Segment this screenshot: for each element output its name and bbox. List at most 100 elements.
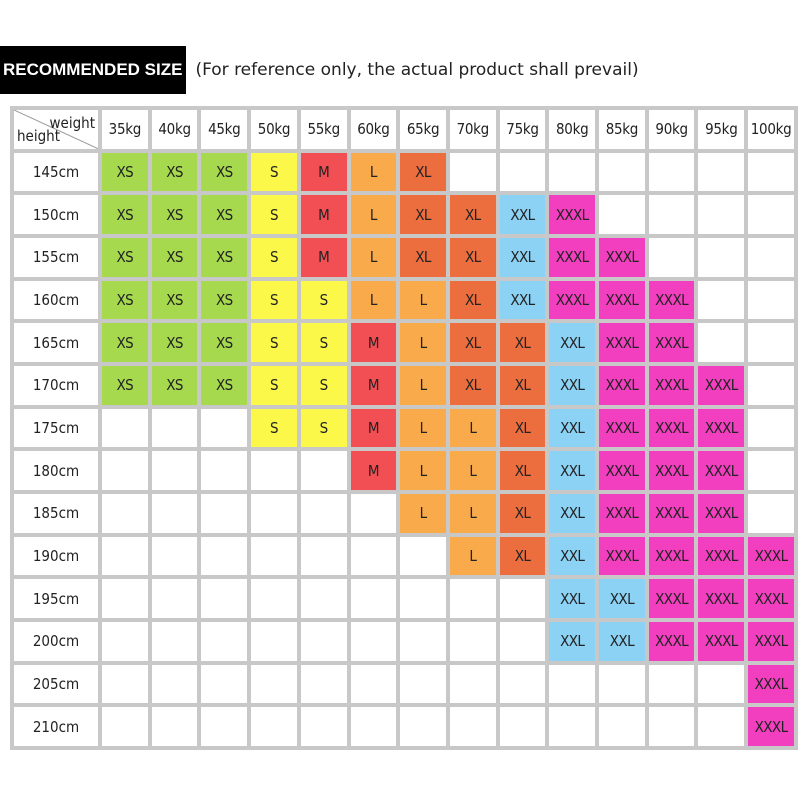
empty-cell: [350, 536, 397, 576]
empty-cell: [599, 707, 645, 746]
size-cell: XL: [449, 323, 496, 362]
weight-header-cell: 75kg: [499, 110, 546, 149]
title-bar: RECOMMENDED SIZE (For reference only, th…: [0, 46, 800, 94]
size-cell: XXXL: [748, 536, 794, 576]
table-row: 185cm L L XL XXL XXXL XXXL XXXL: [14, 493, 794, 533]
empty-cell: [698, 152, 745, 192]
size-chart-table: weight height 35kg 40kg 45kg 50kg 55kg 60kg 65kg…: [10, 106, 798, 750]
empty-cell: [648, 237, 695, 277]
size-cell: XS: [201, 237, 248, 277]
height-label-cell: 190cm: [14, 536, 98, 576]
size-cell: XXXL: [648, 579, 695, 618]
size-cell: XXXL: [549, 280, 596, 320]
empty-cell: [151, 408, 198, 448]
height-label-cell: 210cm: [14, 707, 98, 746]
size-cell: XXL: [499, 195, 546, 234]
height-label-cell: 145cm: [14, 152, 98, 192]
size-cell: L: [400, 451, 446, 490]
empty-cell: [549, 152, 596, 192]
size-cell: XXXL: [648, 365, 695, 405]
size-cell: S: [300, 365, 347, 405]
size-cell: M: [300, 237, 347, 277]
size-cell: XXL: [549, 621, 596, 661]
size-cell: XXXL: [698, 536, 745, 576]
size-cell: XXL: [499, 280, 546, 320]
empty-cell: [201, 579, 248, 618]
size-chart-body: weight height 35kg 40kg 45kg 50kg 55kg 60kg 65kg…: [14, 110, 794, 746]
empty-cell: [748, 451, 794, 490]
empty-cell: [748, 493, 794, 533]
empty-cell: [449, 621, 496, 661]
table-row: 180cm M L L XL XXL XXXL XXXL XXXL: [14, 451, 794, 490]
size-cell: XXXL: [549, 237, 596, 277]
size-cell: L: [449, 408, 496, 448]
empty-cell: [251, 707, 297, 746]
empty-cell: [499, 152, 546, 192]
empty-cell: [102, 579, 148, 618]
empty-cell: [698, 195, 745, 234]
reference-note: (For reference only, the actual product …: [195, 60, 639, 80]
empty-cell: [251, 579, 297, 618]
empty-cell: [151, 493, 198, 533]
empty-cell: [599, 664, 645, 704]
height-label-cell: 200cm: [14, 621, 98, 661]
size-cell: L: [449, 451, 496, 490]
size-cell: M: [350, 323, 397, 362]
size-cell: L: [350, 195, 397, 234]
size-cell: XS: [102, 237, 148, 277]
table-row: 160cm XS XS XS S S L L XL XXL XXXL XXXL XXXL: [14, 280, 794, 320]
size-cell: XS: [201, 323, 248, 362]
size-cell: XL: [449, 237, 496, 277]
table-row: 200cm XXL XXL XXXL XXXL XXXL: [14, 621, 794, 661]
size-cell: L: [400, 323, 446, 362]
table-row: 195cm XXL XXL XXXL XXXL XXXL: [14, 579, 794, 618]
empty-cell: [648, 664, 695, 704]
size-cell: XXXL: [698, 493, 745, 533]
empty-cell: [151, 707, 198, 746]
size-cell: XXXL: [698, 365, 745, 405]
empty-cell: [251, 493, 297, 533]
height-label-cell: 180cm: [14, 451, 98, 490]
size-cell: XXXL: [599, 536, 645, 576]
size-cell: XXXL: [599, 451, 645, 490]
weight-header-cell: 45kg: [201, 110, 248, 149]
size-cell: XXL: [549, 323, 596, 362]
empty-cell: [599, 195, 645, 234]
empty-cell: [151, 536, 198, 576]
table-row: 150cm XS XS XS S M L XL XL XXL XXXL: [14, 195, 794, 234]
size-cell: M: [350, 408, 397, 448]
table-row: 155cm XS XS XS S M L XL XL XXL XXXL XXXL: [14, 237, 794, 277]
size-cell: L: [350, 152, 397, 192]
size-cell: S: [251, 237, 297, 277]
size-cell: XL: [449, 365, 496, 405]
corner-cell: weight height: [14, 110, 98, 149]
weight-header-cell: 60kg: [350, 110, 397, 149]
height-label-cell: 195cm: [14, 579, 98, 618]
size-cell: XS: [102, 195, 148, 234]
empty-cell: [201, 664, 248, 704]
empty-cell: [698, 237, 745, 277]
size-cell: S: [251, 152, 297, 192]
corner-height-label: height: [17, 126, 61, 145]
table-row: 145cm XS XS XS S M L XL: [14, 152, 794, 192]
table-row: 210cm XXXL: [14, 707, 794, 746]
size-cell: M: [300, 195, 347, 234]
size-cell: XXXL: [648, 323, 695, 362]
size-cell: XXL: [599, 579, 645, 618]
empty-cell: [400, 536, 446, 576]
size-cell: XS: [151, 152, 198, 192]
size-cell: S: [251, 195, 297, 234]
empty-cell: [251, 536, 297, 576]
empty-cell: [748, 152, 794, 192]
size-cell: XXXL: [698, 408, 745, 448]
size-cell: XXXL: [648, 280, 695, 320]
empty-cell: [102, 664, 148, 704]
empty-cell: [698, 707, 745, 746]
size-cell: XS: [201, 195, 248, 234]
table-row: 190cm L XL XXL XXXL XXXL XXXL XXXL: [14, 536, 794, 576]
size-cell: XXXL: [599, 493, 645, 533]
empty-cell: [499, 707, 546, 746]
weight-header-cell: 95kg: [698, 110, 745, 149]
empty-cell: [151, 664, 198, 704]
size-cell: S: [251, 323, 297, 362]
